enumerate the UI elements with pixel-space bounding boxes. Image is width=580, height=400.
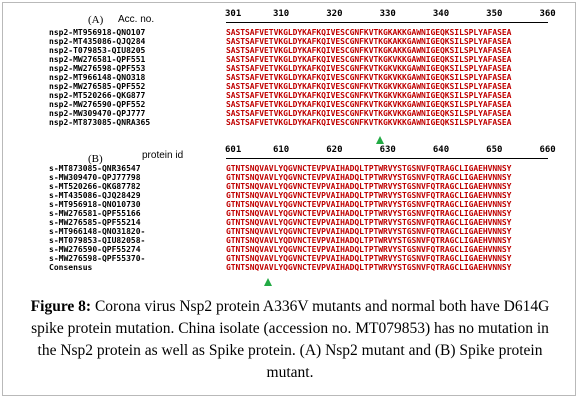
panel-b-sequence-row: GTNTSNQVAVLYQGVNCTEVPVAIHADQLTPTWRVYSTGS… <box>226 254 512 263</box>
panel-b-sequence-row: GTNTSNQVAVLYQGVNCTEVPVAIHADQLTPTWRVYSTGS… <box>226 173 512 182</box>
panel-a-sequence-row: SASTSAFVETVKGLDYKAFKQIVESCGNFKVTKGKVKKGA… <box>226 109 512 118</box>
panel-a-sequence-row: SASTSAFVETVKGLDYKAFKQIVESCGNFKVTKGKVKKGA… <box>226 73 512 82</box>
panel-b-protein-id-list: s-MT873085-QNR36547 s-MW309470-QPJ77798 s-… <box>49 164 145 272</box>
panel-a-ruler-tick: 310 <box>272 9 290 19</box>
caption-text: Corona virus Nsp2 protein A336V mutants … <box>31 298 550 381</box>
panel-b-column-header: protein id <box>142 150 184 161</box>
panel-a-ruler-tick: 301 <box>225 9 242 19</box>
panel-a-sequence-name: nsp2-MT435086-QJQ284 <box>49 37 146 46</box>
panel-b-sequence-row: GTNTSNQVAVLYQGVNCTEVPVAIHADQLTPTWRVYSTGS… <box>226 191 512 200</box>
panel-b-mutation-marker-icon <box>264 278 272 286</box>
panel-b-sequence-row: GTNTSNQVAVLYQGVNCTEVPVAIHADQLTPTWRVYSTGS… <box>226 182 512 191</box>
panel-a-sequence-name: nsp2-MT966148-QNO318 <box>49 73 146 82</box>
panel-b-sequence-block: GTNTSNQVAVLYQGVNCTEVPVAIHADQLTPTWRVYSTGS… <box>226 164 511 272</box>
panel-b-ruler-tick: 660 <box>539 145 556 155</box>
panel-a-sequence-row: SASTSAFVETVKGLDYKAFKQIVESCGNFKVTKGKAKKGA… <box>226 46 512 55</box>
panel-a-ruler-tick: 350 <box>486 9 503 19</box>
panel-a-sequence-name: nsp2-MW276598-QPF553 <box>49 64 146 73</box>
panel-a-sequence-row: SASTSAFVETVKGLDYKAFKQIVESCGNFKVTKGKAKKGA… <box>226 37 512 46</box>
caption-label: Figure 8: <box>30 298 92 315</box>
panel-b-sequence-name: s-MT520266-QKG87782 <box>49 182 141 191</box>
panel-b-sequence-name: s-MT873085-QNR36547 <box>49 164 141 173</box>
panel-a-sequence-row: SASTSAFVETVKGLDYKAFKQIVESCGNFKVTKGKVKKGA… <box>226 55 512 64</box>
panel-b-ruler-tick: 640 <box>432 145 450 155</box>
panel-b-ruler-tick: 610 <box>272 145 290 155</box>
panel-a-sequence-name: nsp2-MT956918-QNO107 <box>49 28 146 37</box>
panel-b-sequence-name: s-MT435086-QJQ28429 <box>49 191 141 200</box>
panel-a-label: (A) <box>88 14 104 26</box>
panel-b-ruler-tick: 650 <box>486 145 503 155</box>
panel-a-sequence-row: SASTSAFVETVKGLDYKAFKQIVESCGNFKVTKGKVKKGA… <box>226 118 512 127</box>
panel-b-sequence-name: s-MW276581-QPF55166 <box>49 209 141 218</box>
panel-a-sequence-block: SASTSAFVETVKGLDYKAFKQIVESCGNFKVTKGKAKKGA… <box>226 28 511 127</box>
panel-a-sequence-name: nsp2-MT520266-QKG877 <box>49 91 146 100</box>
panel-a-sequence-name: nsp2-MW276581-QPF551 <box>49 55 146 64</box>
panel-b-sequence-name: s-MT079853-QIU82058- <box>49 236 146 245</box>
panel-b-sequence-name: Consensus <box>49 263 93 272</box>
panel-b-sequence-row: GTNTSNQVAVLYQGVNCTEVPVAIHADQLTPTWRVYSTGS… <box>226 263 512 272</box>
panel-a-ruler-tick: 340 <box>432 9 450 19</box>
panel-a-sequence-row: SASTSAFVETVKGLDYKAFKQIVESCGNFKVTKGKAKKGA… <box>226 28 512 37</box>
panel-b-sequence-name: s-MW276585-QPF55214 <box>49 218 141 227</box>
panel-a-column-header: Acc. no. <box>118 14 155 25</box>
panel-a-mutation-marker-icon <box>376 136 384 144</box>
panel-b-ruler-tick: 630 <box>379 145 396 155</box>
panel-b-sequence-row: GTNTSNQVAVLYQGVNCTEVPVAIHADQLTPTWRVYSTGS… <box>226 164 512 173</box>
panel-a-sequence-name: nsp2-T079853-QIU8205 <box>49 46 146 55</box>
panel-a-accession-list: nsp2-MT956918-QNO107 nsp2-MT435086-QJQ284… <box>49 28 150 127</box>
panel-b-sequence-row: GTNTSNQVAVLYQGVNCTEVPVAIHADQLTPTWRVYSTGS… <box>226 245 512 254</box>
panel-a-sequence-name: nsp2-MW276590-QPF552 <box>49 100 146 109</box>
figure-frame <box>2 2 576 396</box>
panel-a-sequence-row: SASTSAFVETVKGLDYKAFKQIVESCGNFKVTKGKVKKGA… <box>226 64 512 73</box>
panel-a-ruler-tick: 330 <box>379 9 396 19</box>
panel-a-sequence-name: nsp2-MT873085-QNRA365 <box>49 118 151 127</box>
panel-b-sequence-name: s-MW276590-QPF55274 <box>49 245 141 254</box>
alignment-figure: (A) Acc. no. 301 310 320 330 340 350 360 nsp2-… <box>40 8 570 292</box>
panel-b-sequence-name: s-MW276598-QPF55370- <box>49 254 146 263</box>
panel-a-sequence-row: SASTSAFVETVKGLDYKAFKQIVESCGNFKVTKGKVKKGA… <box>226 91 512 100</box>
panel-b-sequence-row: GTNTSNQVAVLYQGVNCTEVPVAIHADQLTPTWRVYSTGS… <box>226 209 512 218</box>
panel-b-sequence-row: GTNTSNQVAVLYQDVNCTEVPVAIHADQLTPTWRVYSTGS… <box>226 236 512 245</box>
panel-a-sequence-row: SASTSAFVETVKGLDYKAFKQIVESCGNFKVTKGKVKKGA… <box>226 100 512 109</box>
panel-a-ruler-tick: 360 <box>539 9 556 19</box>
panel-b-sequence-name: s-MW309470-QPJ77798 <box>49 173 141 182</box>
panel-b-ruler-tick: 620 <box>326 145 343 155</box>
panel-b-sequence-row: GTNTSNQVAVLYQGVNCTEVPVAIHADQLTPTWRVYSTGS… <box>226 218 512 227</box>
panel-a-sequence-name: nsp2-MW309470-QPJ777 <box>49 109 146 118</box>
panel-b-sequence-name: s-MT956918-QNO10730 <box>49 200 141 209</box>
panel-a-sequence-row: SASTSAFVETVKGLDYKAFKQIVESCGNFKVTKGKVKKGA… <box>226 82 512 91</box>
figure-caption: Figure 8: Corona virus Nsp2 protein A336… <box>30 296 550 384</box>
panel-a-ruler-line <box>226 22 548 23</box>
panel-b-ruler-tick: 601 <box>225 145 242 155</box>
panel-b-label: (B) <box>88 153 103 165</box>
panel-a-sequence-name: nsp2-MW276585-QPF552 <box>49 82 146 91</box>
panel-b-sequence-name: s-MT966148-QNO31820- <box>49 227 146 236</box>
panel-a-ruler-tick: 320 <box>326 9 343 19</box>
panel-b-sequence-row: GTNTSNQVAVLYQGVNCTEVPVAIHADQLTPTWRVYSTGS… <box>226 200 512 209</box>
panel-b-ruler-line <box>226 158 548 159</box>
panel-b-sequence-row: GTNTSNQVAVLYQGVNCTEVPVAIHADQLTPTWRVYSTGS… <box>226 227 512 236</box>
